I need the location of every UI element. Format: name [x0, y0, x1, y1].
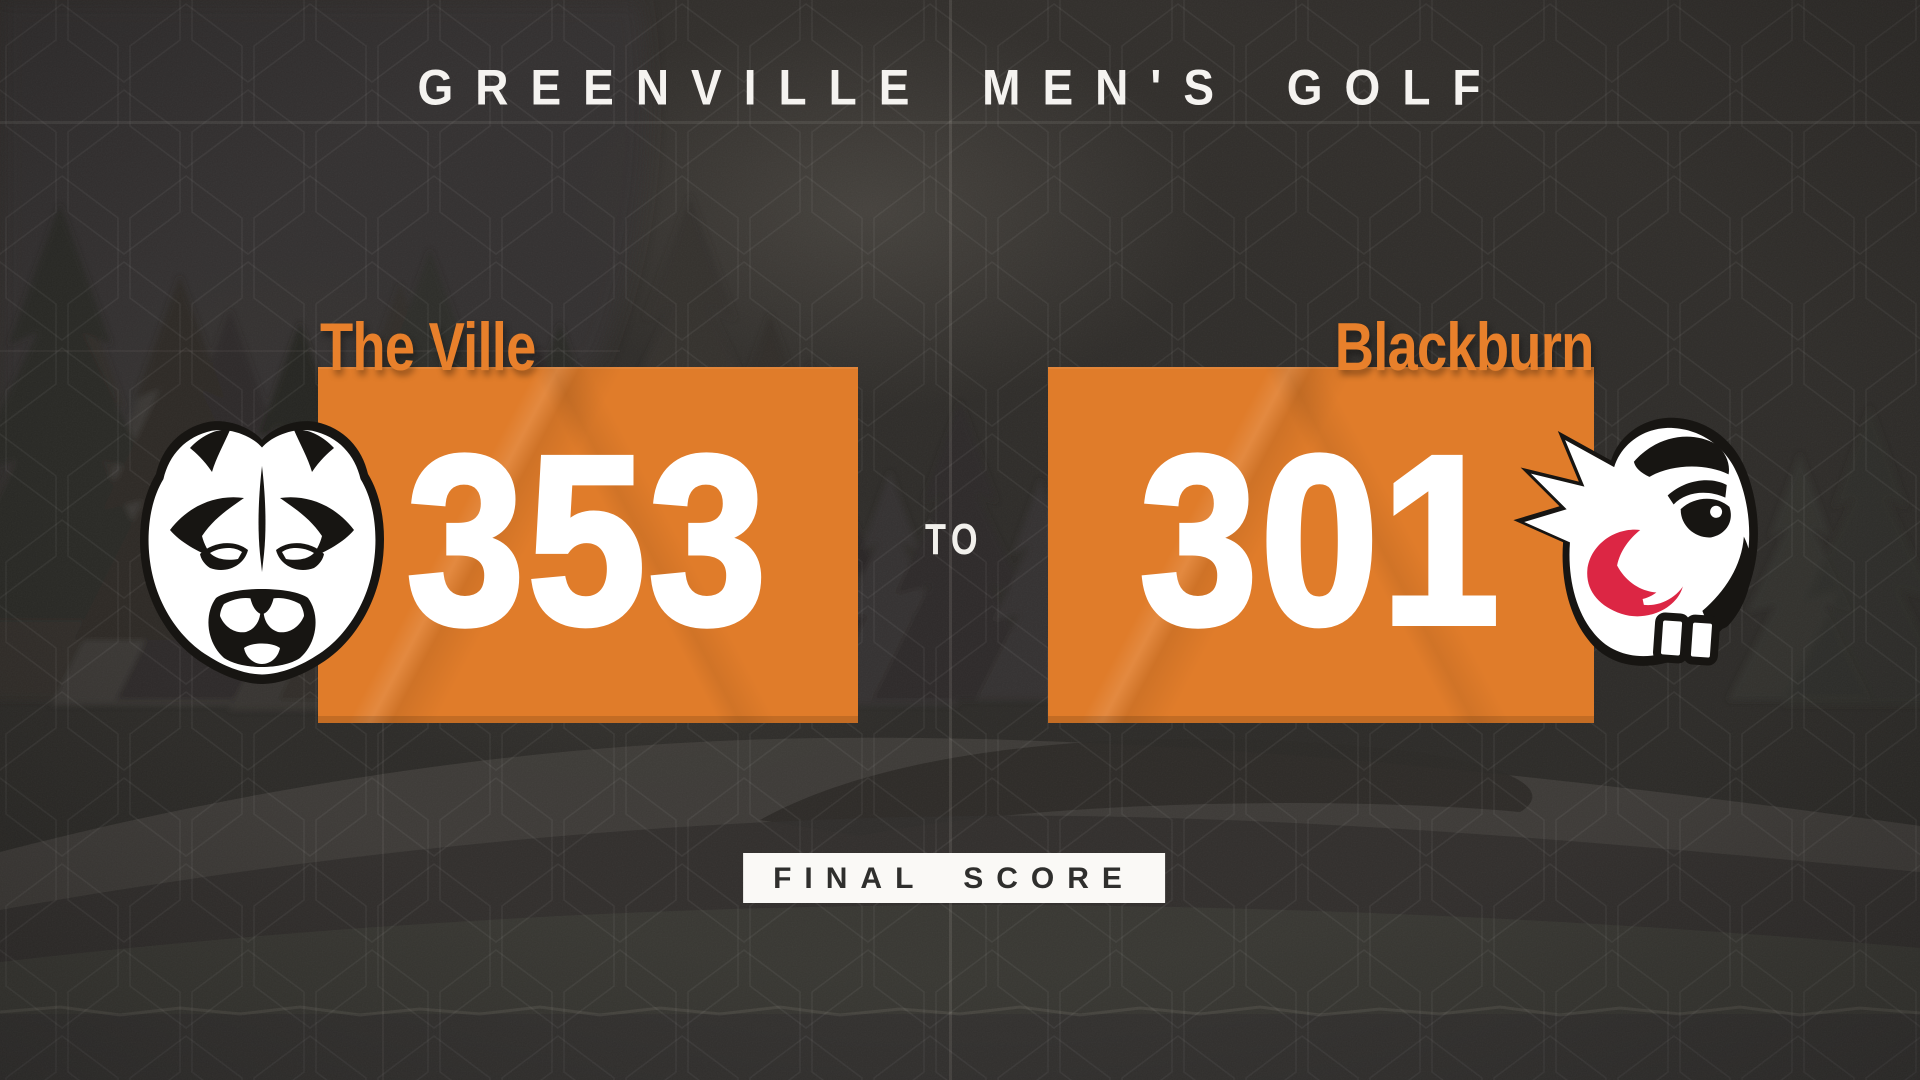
away-team-name: Blackburn — [1335, 309, 1595, 385]
final-score-badge: FINAL SCORE — [743, 853, 1165, 903]
beaver-head — [1513, 417, 1758, 666]
page-title: GREENVILLE MEN'S GOLF — [417, 59, 1503, 116]
panther-mascot-icon — [140, 421, 384, 684]
home-score-value: 353 — [404, 406, 770, 674]
away-score-value: 301 — [1137, 406, 1503, 674]
away-score-box: 301 — [1048, 367, 1594, 723]
panther-head — [140, 421, 384, 684]
home-score-box: 353 — [318, 367, 858, 723]
beaver-mascot-icon — [1513, 417, 1758, 666]
home-team-name: The Ville — [320, 309, 536, 385]
score-separator-label: TO — [925, 515, 983, 564]
